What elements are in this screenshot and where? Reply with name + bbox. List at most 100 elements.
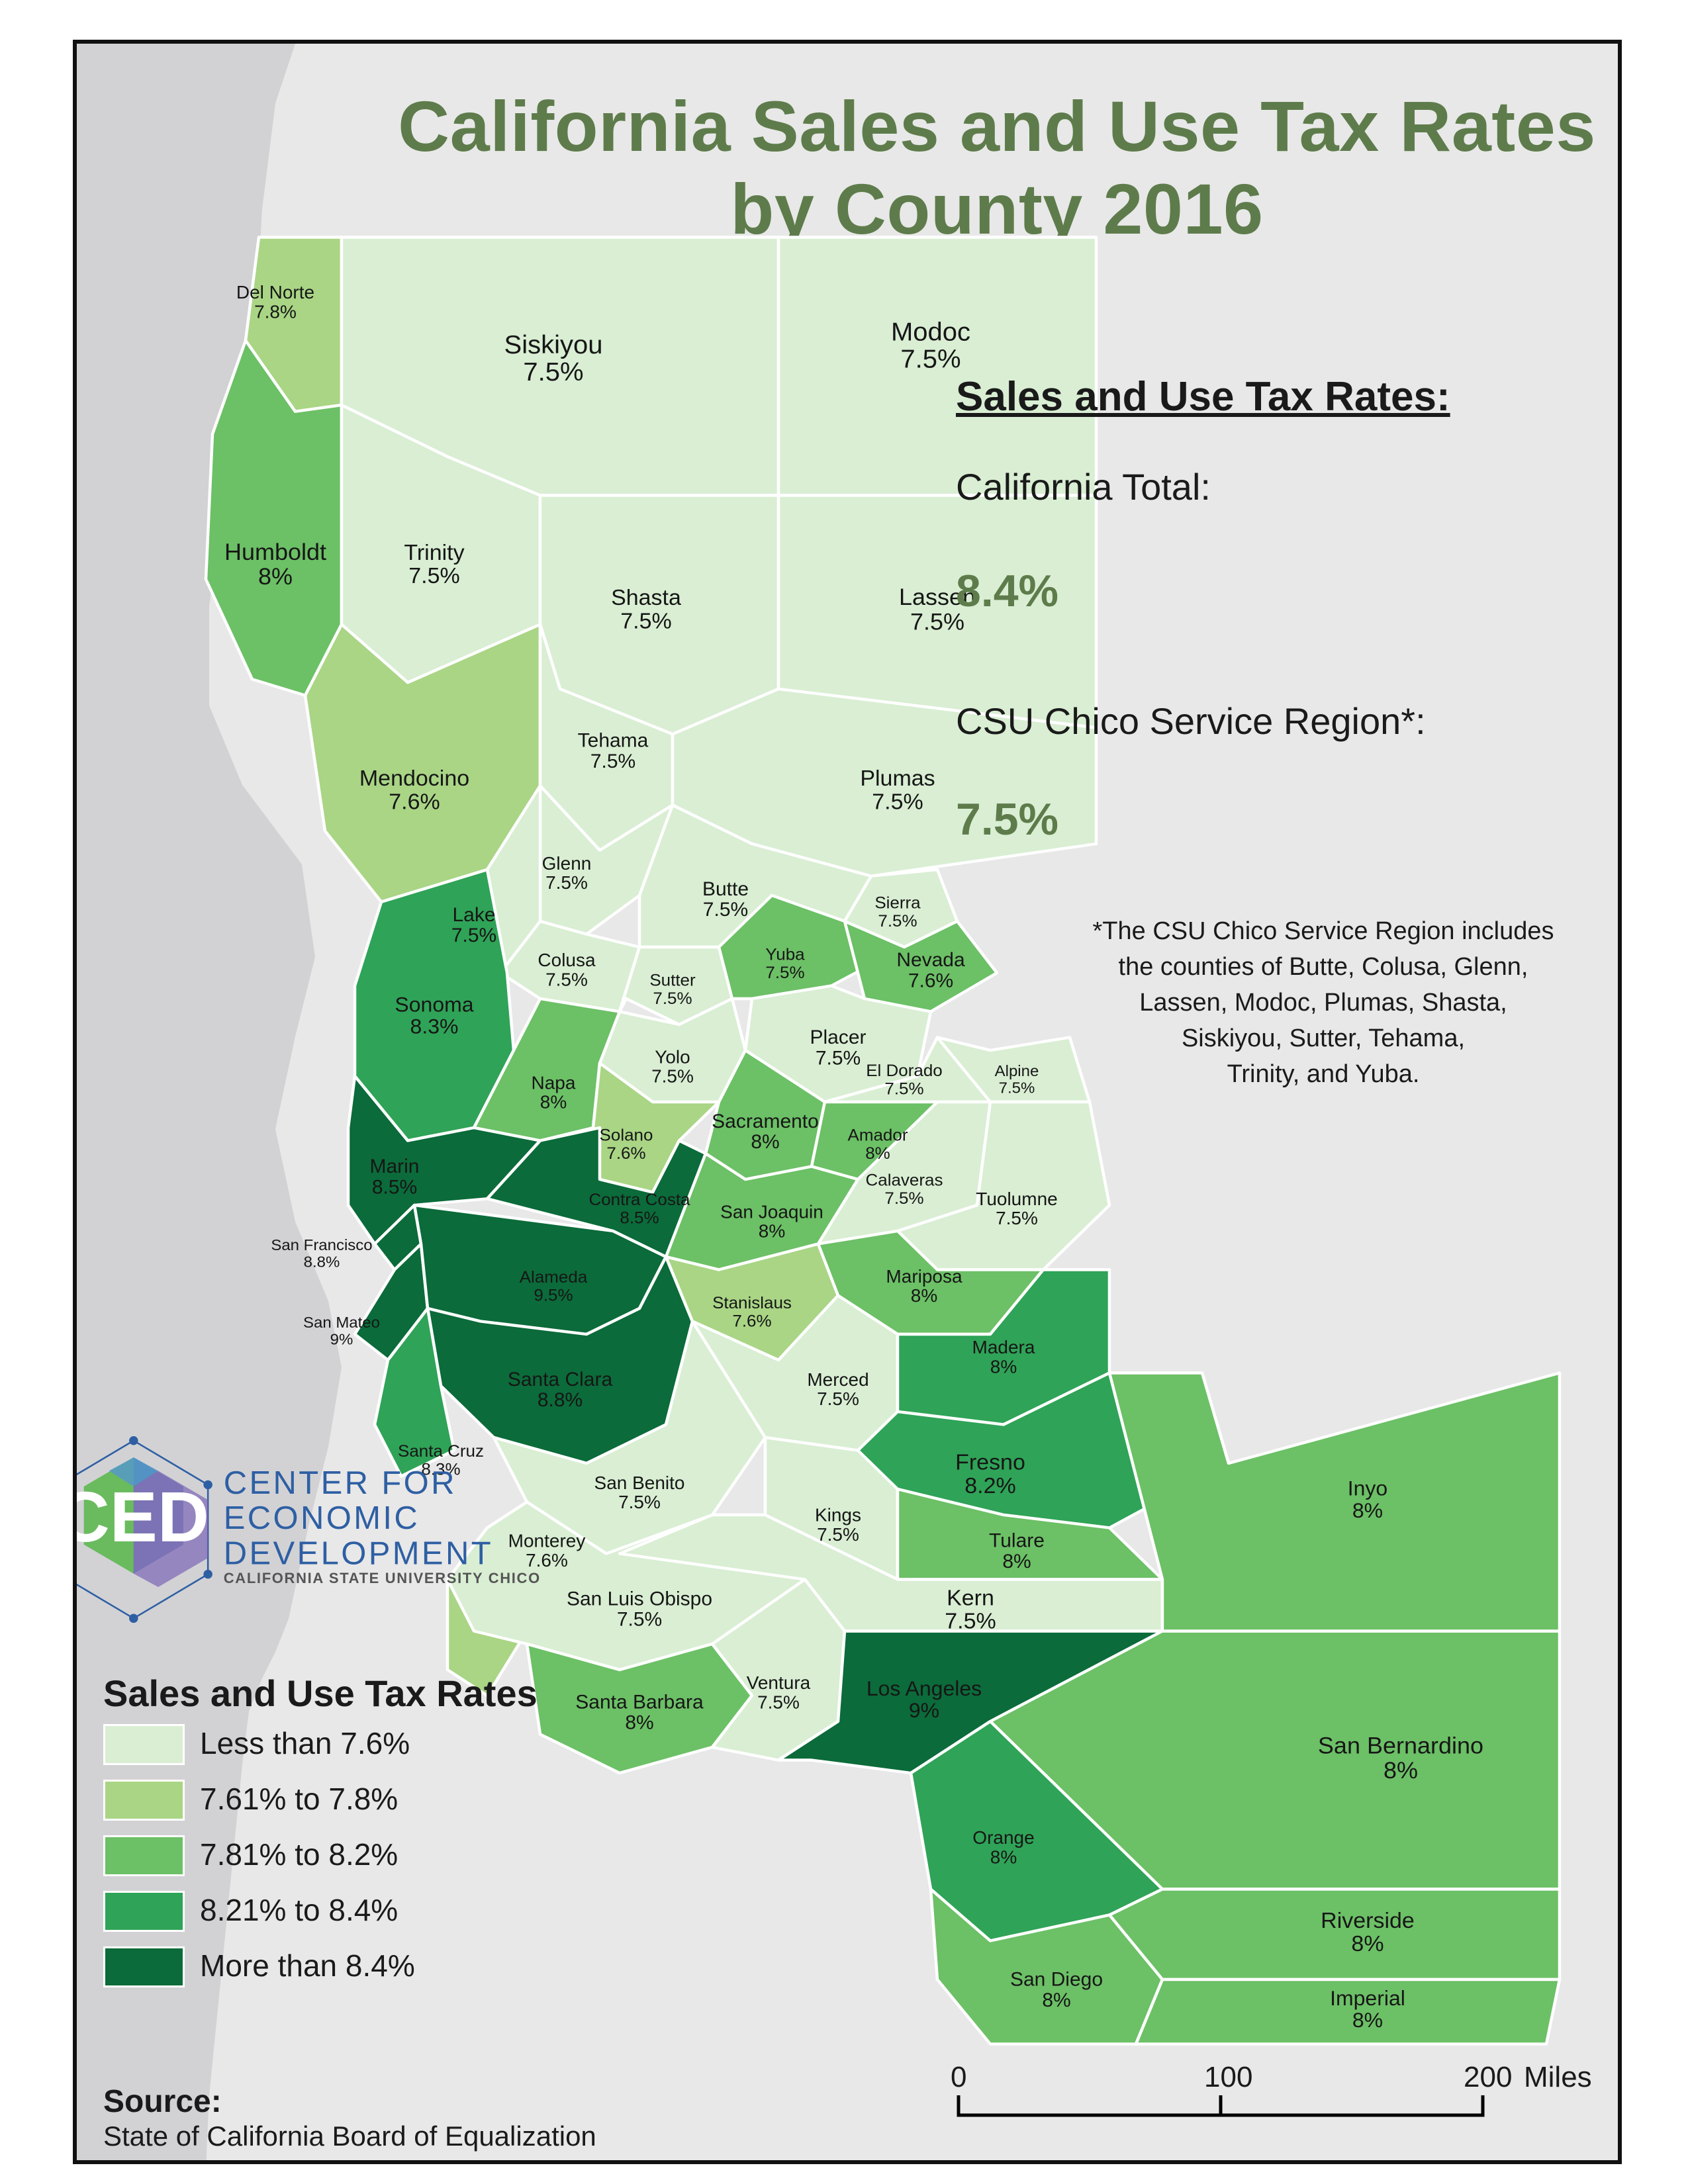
svg-text:Madera: Madera — [972, 1338, 1036, 1358]
svg-text:Los Angeles: Los Angeles — [867, 1676, 982, 1700]
svg-text:San Mateo: San Mateo — [303, 1315, 380, 1332]
svg-text:Tulare: Tulare — [989, 1530, 1045, 1552]
svg-text:7.5%: 7.5% — [651, 1066, 694, 1087]
svg-text:8%: 8% — [759, 1221, 785, 1242]
svg-text:San Bernardino: San Bernardino — [1318, 1733, 1483, 1758]
svg-text:7.5%: 7.5% — [765, 964, 804, 982]
svg-text:8%: 8% — [911, 1286, 937, 1306]
svg-text:Butte: Butte — [702, 878, 749, 900]
svg-text:Fresno: Fresno — [955, 1451, 1025, 1475]
svg-text:Imperial: Imperial — [1330, 1986, 1405, 2010]
svg-text:Mendocino: Mendocino — [359, 767, 469, 792]
svg-text:7.6%: 7.6% — [732, 1312, 771, 1331]
svg-text:8%: 8% — [1351, 1932, 1383, 1956]
svg-text:Contra Costa: Contra Costa — [588, 1191, 690, 1209]
svg-text:El Dorado: El Dorado — [866, 1062, 943, 1080]
svg-text:Kings: Kings — [815, 1505, 861, 1525]
svg-text:8%: 8% — [258, 563, 293, 589]
svg-text:8%: 8% — [1352, 1498, 1383, 1522]
svg-text:7.5%: 7.5% — [872, 790, 923, 815]
svg-text:9%: 9% — [330, 1332, 353, 1349]
svg-text:7.6%: 7.6% — [389, 790, 440, 815]
svg-text:Merced: Merced — [807, 1369, 868, 1390]
svg-text:8.5%: 8.5% — [620, 1209, 659, 1228]
svg-text:Kern: Kern — [947, 1586, 994, 1611]
svg-text:7.5%: 7.5% — [817, 1389, 859, 1410]
svg-text:Placer: Placer — [810, 1027, 867, 1049]
svg-text:7.5%: 7.5% — [945, 1610, 996, 1634]
svg-text:7.5%: 7.5% — [653, 989, 692, 1008]
svg-text:CALIFORNIA STATE UNIVERSITY CH: CALIFORNIA STATE UNIVERSITY CHICO — [224, 1570, 541, 1586]
svg-text:7.5%: 7.5% — [408, 564, 459, 588]
svg-text:7.5%: 7.5% — [617, 1609, 662, 1631]
svg-text:CED: CED — [73, 1477, 209, 1557]
svg-text:9.5%: 9.5% — [534, 1287, 573, 1305]
svg-text:8%: 8% — [751, 1132, 779, 1154]
svg-text:8%: 8% — [865, 1144, 890, 1163]
svg-text:Mariposa: Mariposa — [886, 1266, 962, 1287]
svg-text:7.5%: 7.5% — [620, 610, 671, 634]
svg-text:7.6%: 7.6% — [606, 1144, 645, 1163]
svg-text:8.2%: 8.2% — [964, 1474, 1015, 1498]
svg-text:Shasta: Shasta — [611, 586, 681, 611]
svg-text:Del Norte: Del Norte — [236, 282, 314, 302]
svg-text:Calaveras: Calaveras — [866, 1171, 943, 1190]
svg-text:Orange: Orange — [972, 1828, 1034, 1848]
svg-text:DEVELOPMENT: DEVELOPMENT — [224, 1535, 493, 1571]
svg-text:7.5%: 7.5% — [523, 357, 583, 386]
svg-text:7.5%: 7.5% — [900, 345, 961, 373]
svg-text:Alameda: Alameda — [520, 1268, 588, 1287]
svg-text:7.5%: 7.5% — [817, 1524, 859, 1545]
svg-text:Napa: Napa — [532, 1073, 577, 1093]
svg-text:Yolo: Yolo — [655, 1047, 690, 1068]
svg-text:San Diego: San Diego — [1010, 1969, 1103, 1991]
svg-text:8%: 8% — [1383, 1757, 1418, 1783]
svg-text:7.5%: 7.5% — [590, 751, 635, 772]
svg-text:8%: 8% — [540, 1092, 567, 1113]
svg-text:Sierra: Sierra — [874, 894, 921, 913]
svg-text:Stanislaus: Stanislaus — [712, 1294, 792, 1312]
svg-text:Amador: Amador — [848, 1126, 908, 1145]
svg-text:Inyo: Inyo — [1348, 1477, 1387, 1500]
svg-text:8%: 8% — [625, 1712, 653, 1734]
svg-text:Colusa: Colusa — [538, 950, 596, 971]
svg-text:San Benito: San Benito — [594, 1473, 685, 1493]
svg-text:Sutter: Sutter — [649, 972, 696, 990]
svg-text:Plumas: Plumas — [860, 767, 935, 792]
svg-text:8.8%: 8.8% — [304, 1254, 340, 1271]
svg-text:7.5%: 7.5% — [451, 925, 496, 947]
svg-text:7.5%: 7.5% — [996, 1208, 1038, 1229]
svg-text:7.5%: 7.5% — [884, 1080, 923, 1099]
svg-text:7.5%: 7.5% — [816, 1048, 861, 1069]
svg-text:San Joaquin: San Joaquin — [720, 1202, 823, 1222]
svg-text:Marin: Marin — [370, 1156, 420, 1178]
svg-text:8%: 8% — [1352, 2009, 1383, 2032]
svg-text:8%: 8% — [1002, 1551, 1031, 1572]
svg-text:Sonoma: Sonoma — [395, 993, 474, 1017]
svg-text:8%: 8% — [1042, 1989, 1070, 2011]
svg-text:9%: 9% — [909, 1699, 939, 1723]
svg-text:7.5%: 7.5% — [618, 1492, 661, 1513]
svg-text:CENTER FOR: CENTER FOR — [224, 1465, 457, 1501]
svg-text:San Francisco: San Francisco — [271, 1238, 372, 1255]
svg-text:Humboldt: Humboldt — [224, 539, 326, 565]
svg-text:7.5%: 7.5% — [878, 912, 917, 931]
svg-text:8%: 8% — [990, 1357, 1017, 1377]
svg-text:San Luis Obispo: San Luis Obispo — [567, 1588, 712, 1610]
svg-text:ECONOMIC: ECONOMIC — [224, 1500, 420, 1536]
svg-text:Tehama: Tehama — [578, 730, 649, 752]
svg-text:Sacramento: Sacramento — [712, 1111, 819, 1132]
svg-text:7.8%: 7.8% — [254, 302, 297, 322]
svg-text:Yuba: Yuba — [765, 946, 805, 964]
svg-text:Santa Clara: Santa Clara — [508, 1369, 613, 1390]
svg-text:Ventura: Ventura — [747, 1673, 811, 1694]
svg-text:Riverside: Riverside — [1321, 1909, 1415, 1933]
svg-text:Glenn: Glenn — [542, 853, 592, 874]
svg-text:Lake: Lake — [452, 904, 495, 926]
svg-text:Siskiyou: Siskiyou — [504, 330, 603, 359]
svg-text:8%: 8% — [990, 1847, 1017, 1868]
svg-text:Solano: Solano — [600, 1126, 653, 1145]
svg-text:Trinity: Trinity — [404, 541, 464, 565]
svg-text:7.5%: 7.5% — [545, 873, 588, 893]
svg-text:7.5%: 7.5% — [757, 1692, 800, 1713]
